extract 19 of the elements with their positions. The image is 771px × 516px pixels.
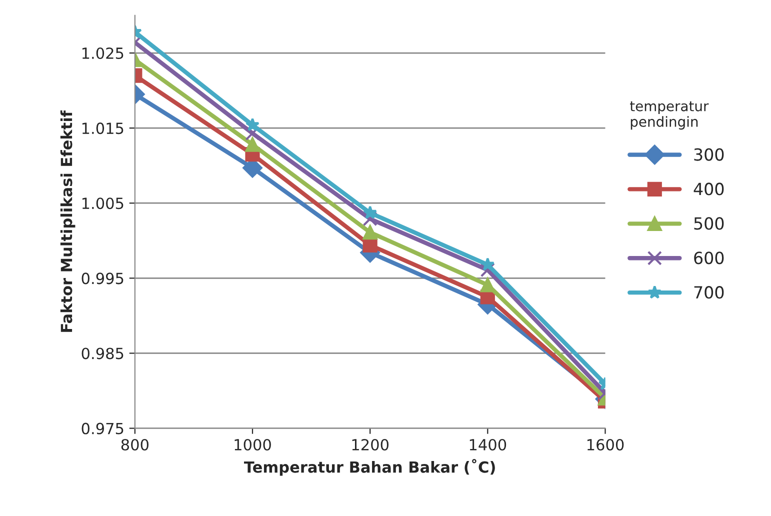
x-tick-label: 1000 bbox=[234, 438, 271, 451]
x-tick-label: 800 bbox=[121, 438, 148, 451]
legend-title: temperatur pendingin bbox=[630, 101, 709, 130]
x-tick-label: 1200 bbox=[352, 438, 389, 451]
legend-label: 600 bbox=[694, 252, 724, 264]
y-axis-title: Faktor Multiplikasi Efektif bbox=[60, 110, 76, 332]
y-tick-label: 0.995 bbox=[82, 272, 124, 284]
x-tick-label: 1600 bbox=[587, 438, 624, 451]
legend-label: 300 bbox=[694, 148, 724, 161]
y-tick-label: 1.025 bbox=[82, 47, 124, 60]
legend-label: 700 bbox=[694, 286, 724, 299]
y-tick-label: 1.005 bbox=[82, 198, 124, 210]
x-axis-title: Temperatur Bahan Bakar (˚C) bbox=[244, 459, 495, 476]
x-tick-label: 1400 bbox=[470, 438, 506, 451]
y-tick-label: 0.975 bbox=[82, 422, 124, 434]
y-tick-label: 1.015 bbox=[82, 122, 124, 134]
legend-label: 400 bbox=[694, 182, 724, 196]
y-tick-label: 0.985 bbox=[82, 348, 124, 360]
legend-label: 500 bbox=[694, 217, 724, 230]
